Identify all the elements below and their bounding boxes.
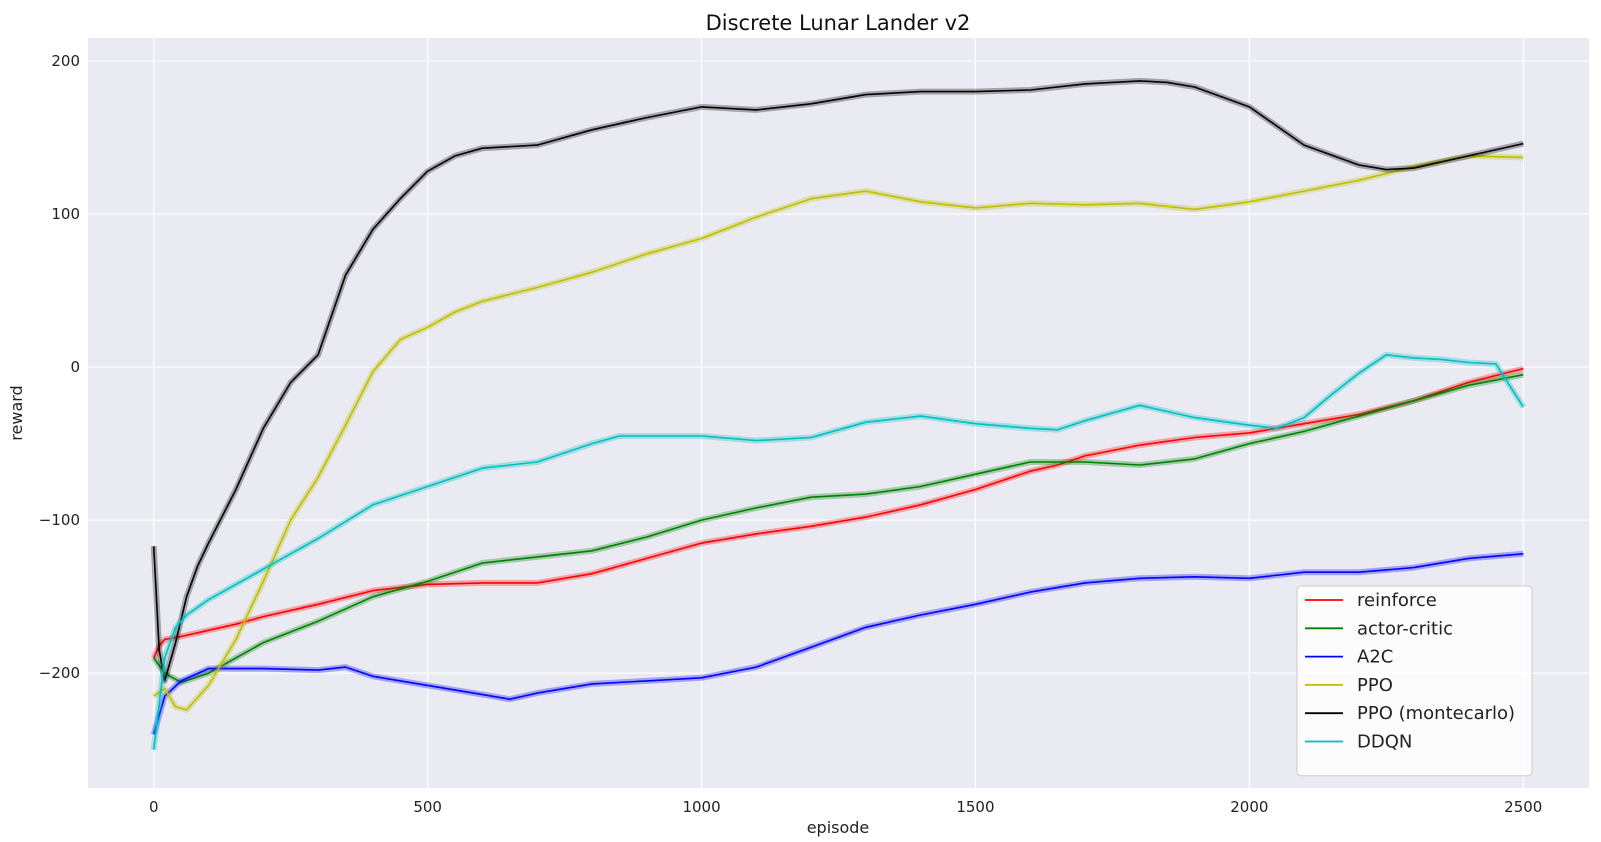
legend-label: reinforce	[1357, 590, 1437, 611]
legend-label: DDQN	[1357, 732, 1412, 753]
axis-ticks: 0 500 1000 1500 2000 2500 −200 −100 0 100 200	[39, 52, 1543, 816]
series-line-0	[152, 367, 1524, 659]
chart-title: Discrete Lunar Lander v2	[706, 11, 971, 35]
legend-label: PPO	[1357, 675, 1393, 696]
series-lines	[150, 77, 1526, 751]
series-line-3	[153, 155, 1524, 711]
series-line-1	[153, 373, 1524, 684]
legend-box	[1296, 585, 1533, 777]
series-line-5	[152, 353, 1524, 750]
x-tick-label: 2000	[1230, 798, 1268, 816]
y-tick-label: 200	[51, 52, 80, 70]
y-tick-label: −100	[39, 511, 80, 529]
series-line-2	[152, 553, 1524, 735]
y-tick-label: −200	[39, 664, 80, 682]
legend-label: PPO (montecarlo)	[1357, 703, 1515, 724]
legend-label: A2C	[1357, 647, 1393, 668]
legend: reinforce actor-critic A2C PPO PPO (montecar…	[1296, 585, 1533, 777]
x-tick-label: 2500	[1504, 798, 1542, 816]
x-tick-label: 1000	[682, 798, 720, 816]
series-line-4	[152, 80, 1524, 682]
y-tick-label: 0	[70, 358, 80, 376]
x-tick-label: 500	[413, 798, 442, 816]
x-axis-label: episode	[807, 818, 870, 837]
y-axis-label: reward	[7, 385, 26, 440]
legend-label: actor-critic	[1357, 618, 1453, 639]
x-tick-label: 1500	[956, 798, 994, 816]
y-tick-label: 100	[51, 205, 80, 223]
x-tick-label: 0	[149, 798, 159, 816]
